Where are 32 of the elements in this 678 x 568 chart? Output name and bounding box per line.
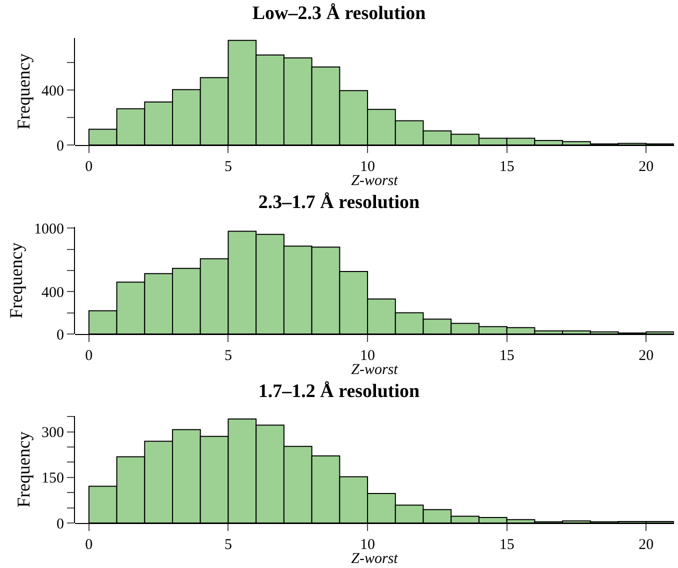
chart-title: Low–2.3 Å resolution — [252, 2, 426, 24]
x-axis-title: Z-worst — [351, 173, 399, 189]
x-tick-label: 15 — [499, 159, 514, 175]
y-tick-label: 0 — [56, 138, 64, 154]
y-tick-label: 1000 — [34, 221, 64, 238]
x-tick-label: 5 — [224, 348, 232, 364]
x-tick-label: 5 — [224, 159, 232, 175]
y-tick-label: 300 — [42, 425, 64, 442]
x-tick-label: 5 — [224, 537, 232, 553]
y-tick-label: 150 — [42, 470, 64, 487]
x-tick-label: 0 — [85, 348, 93, 364]
x-tick-label: 20 — [638, 348, 654, 364]
x-axis-title: Z-worst — [351, 551, 399, 567]
x-tick-label: 15 — [499, 537, 514, 553]
y-axis-title: Frequency — [6, 242, 26, 318]
x-tick-label: 0 — [85, 159, 93, 175]
y-axis-title: Frequency — [14, 432, 34, 508]
x-tick-label: 10 — [360, 537, 376, 553]
y-axis-title: Frequency — [14, 54, 34, 130]
x-tick-label: 20 — [638, 159, 654, 175]
x-tick-label: 20 — [638, 537, 654, 553]
y-tick-label: 0 — [56, 516, 64, 532]
y-tick-label: 400 — [42, 83, 64, 100]
chart-title: 2.3–1.7 Å resolution — [258, 192, 420, 213]
x-tick-label: 0 — [85, 537, 93, 553]
x-axis-title: Z-worst — [351, 362, 399, 378]
y-tick-label: 0 — [56, 327, 64, 344]
y-tick-label: 400 — [42, 284, 64, 301]
x-tick-label: 15 — [499, 348, 514, 364]
chart-title: 1.7–1.2 Å resolution — [258, 380, 420, 402]
x-tick-label: 10 — [360, 348, 376, 364]
x-tick-label: 10 — [360, 159, 376, 175]
